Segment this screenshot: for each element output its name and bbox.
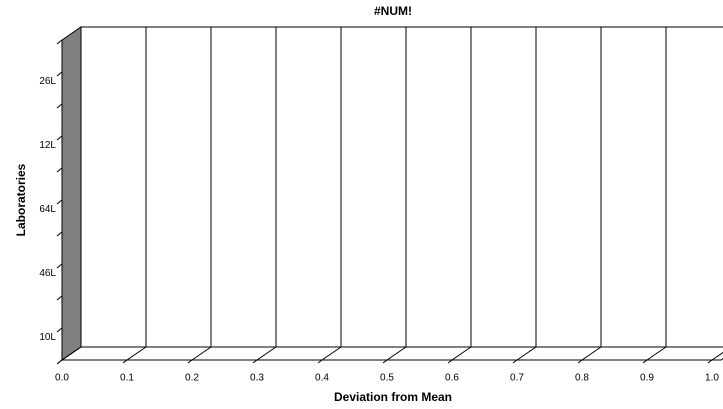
y-tick-label: 64L bbox=[39, 204, 56, 215]
x-tick bbox=[256, 346, 277, 361]
y-tick-label: 26L bbox=[39, 76, 56, 87]
x-tick bbox=[317, 359, 323, 364]
y-tick bbox=[56, 359, 63, 365]
floor bbox=[60, 346, 723, 361]
chart-title: #NUM! bbox=[374, 4, 412, 18]
x-tick bbox=[512, 359, 518, 364]
y-tick bbox=[56, 167, 63, 173]
x-tick bbox=[187, 359, 193, 364]
x-tick bbox=[711, 351, 723, 361]
x-tick bbox=[447, 359, 453, 364]
y-tick bbox=[56, 103, 63, 109]
x-tick bbox=[707, 359, 713, 364]
back-wall bbox=[80, 26, 723, 348]
y-tick bbox=[56, 135, 63, 141]
x-tick-label: 0.6 bbox=[445, 373, 459, 384]
x-tick-label: 0.5 bbox=[380, 373, 394, 384]
y-axis-label: Laboratories bbox=[14, 163, 28, 236]
x-tick bbox=[577, 359, 583, 364]
x-tick bbox=[386, 346, 407, 361]
x-tick bbox=[581, 346, 602, 361]
x-tick-label: 0.3 bbox=[250, 373, 264, 384]
y-tick bbox=[56, 39, 63, 45]
x-tick bbox=[451, 346, 472, 361]
x-tick-label: 0.8 bbox=[575, 373, 589, 384]
x-tick-label: 0.0 bbox=[55, 373, 69, 384]
x-axis-label: Deviation from Mean bbox=[334, 390, 452, 404]
x-tick bbox=[126, 346, 147, 361]
y-tick bbox=[56, 295, 63, 301]
x-tick-label: 0.9 bbox=[640, 373, 654, 384]
x-tick bbox=[642, 359, 648, 364]
y-tick-label: 10L bbox=[39, 332, 56, 343]
x-tick-label: 0.4 bbox=[315, 373, 329, 384]
x-tick bbox=[382, 359, 388, 364]
y-tick-label: 46L bbox=[39, 268, 56, 279]
x-tick-label: 1.0 bbox=[705, 373, 719, 384]
x-tick bbox=[252, 359, 258, 364]
x-tick-label: 0.1 bbox=[120, 373, 134, 384]
y-tick bbox=[56, 71, 63, 77]
x-tick bbox=[516, 346, 537, 361]
x-tick bbox=[191, 346, 212, 361]
y-tick bbox=[56, 199, 63, 205]
x-tick-label: 0.7 bbox=[510, 373, 524, 384]
x-tick bbox=[646, 346, 667, 361]
y-tick bbox=[56, 263, 63, 269]
x-tick bbox=[61, 346, 82, 361]
y-tick-label: 12L bbox=[39, 140, 56, 151]
y-tick bbox=[56, 231, 63, 237]
x-tick bbox=[122, 359, 128, 364]
side-wall bbox=[61, 26, 82, 361]
x-tick-label: 0.2 bbox=[185, 373, 199, 384]
x-tick bbox=[321, 346, 342, 361]
y-tick bbox=[56, 327, 63, 333]
